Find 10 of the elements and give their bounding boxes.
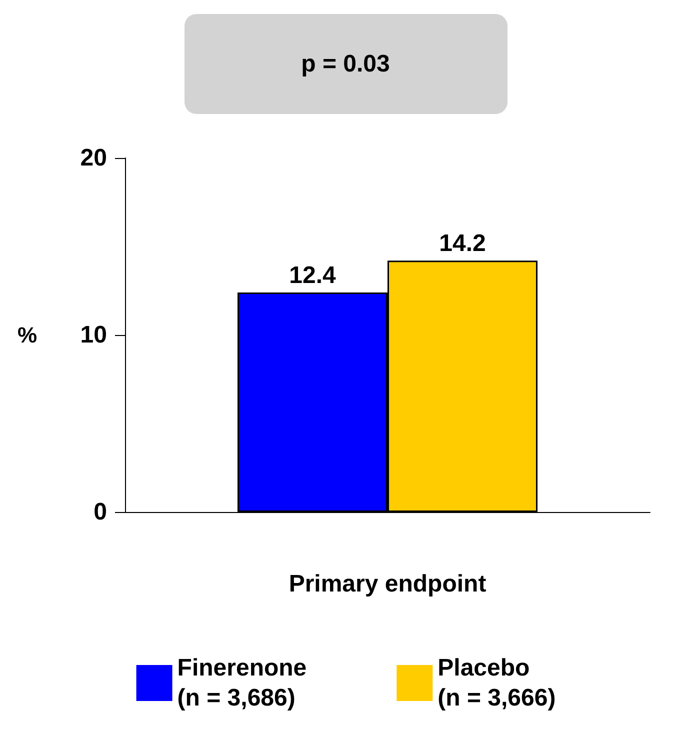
x-tick-label: Primary endpoint	[288, 570, 486, 598]
y-tick-label: 0	[94, 498, 107, 526]
y-tick-label: 10	[80, 322, 107, 348]
data-label: 14.2	[439, 230, 486, 258]
y-tick-label: 20	[80, 144, 107, 172]
text: p = 0.03	[301, 50, 390, 78]
y-axis-title: %	[17, 322, 37, 348]
data-label: 12.4	[289, 262, 337, 290]
legend-label: Placebo (n = 3,666)	[438, 654, 556, 712]
legend-label: Finerenone (n = 3,686)	[177, 654, 307, 712]
